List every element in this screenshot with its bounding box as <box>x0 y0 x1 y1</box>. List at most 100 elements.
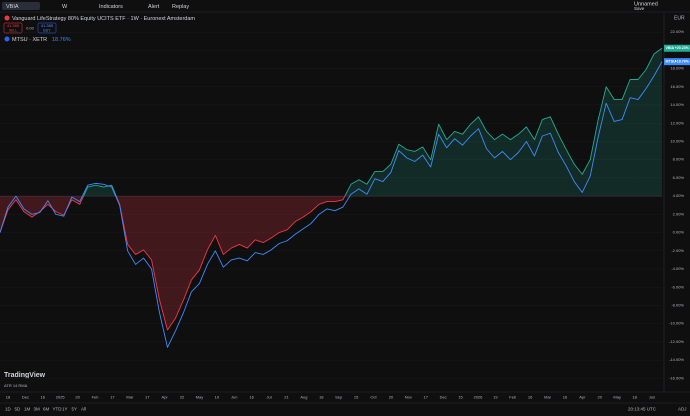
x-tick-label: 15 <box>354 395 359 400</box>
x-tick-label: 16 <box>249 395 254 400</box>
range-button[interactable]: 1Y <box>62 407 68 412</box>
x-tick-label: Jun <box>649 395 655 400</box>
y-tick-label: 12.00% <box>670 120 684 125</box>
x-tick-label: Mar <box>126 395 134 400</box>
range-button[interactable]: 3M <box>34 407 41 412</box>
y-tick-label: -16.00% <box>669 375 684 380</box>
price-tag-name: VBIA <box>666 46 675 50</box>
interval[interactable]: W <box>62 4 68 10</box>
x-tick-label: Apr <box>579 395 586 400</box>
symbol-logo <box>4 15 10 21</box>
alert-button[interactable]: Alert <box>148 4 160 10</box>
range-button[interactable]: 1D <box>5 407 12 412</box>
spread: 0.00 <box>26 25 35 30</box>
range-button[interactable]: 6M <box>43 407 50 412</box>
watermark: TradingView <box>4 372 46 379</box>
currency: EUR <box>674 15 685 21</box>
x-tick-label: 20 <box>598 395 603 400</box>
x-tick-label: May <box>196 395 204 400</box>
buy-price[interactable]: 41.385 <box>41 23 54 28</box>
x-tick-label: 19 <box>493 395 498 400</box>
x-tick-label: Feb <box>509 395 517 400</box>
indicator-name: ATR 14 RMA <box>4 383 28 388</box>
buy-label[interactable]: BUY <box>43 28 51 32</box>
y-tick-label: 2.00% <box>673 211 685 216</box>
x-tick-label: Mar <box>544 395 552 400</box>
y-tick-label: -14.00% <box>669 357 684 362</box>
x-tick-label: Jul <box>267 395 272 400</box>
symbol[interactable]: VBIA <box>6 4 19 10</box>
x-tick-label: 17 <box>110 395 115 400</box>
buy-box[interactable] <box>37 22 57 34</box>
price-tag <box>664 58 690 66</box>
y-tick-label: 0.00% <box>673 230 685 235</box>
price-tag-name: MTSU <box>666 60 677 64</box>
x-tick-label: Apr <box>162 395 169 400</box>
y-tick-label: -12.00% <box>669 339 684 344</box>
x-tick-label: Jun <box>231 395 237 400</box>
sell-price[interactable]: 41.385 <box>7 23 20 28</box>
y-tick-label: -6.00% <box>671 284 684 289</box>
x-tick-label: Oct <box>370 395 377 400</box>
y-tick-label: 22.00% <box>670 29 684 34</box>
x-tick-label: Nov <box>405 395 412 400</box>
x-tick-label: Dec <box>22 395 29 400</box>
x-tick-label: Feb <box>92 395 100 400</box>
legend-title: Vanguard LifeStrategy 80% Equity UCITS E… <box>12 16 195 22</box>
range-button[interactable]: All <box>81 407 86 412</box>
range-button[interactable]: 5Y <box>72 407 78 412</box>
series-line <box>0 61 663 348</box>
x-tick-label: 16 <box>563 395 568 400</box>
y-tick-label: -4.00% <box>671 266 684 271</box>
x-tick-label: 17 <box>145 395 150 400</box>
price-tag-value: +18.76% <box>675 60 690 64</box>
x-tick-label: 22 <box>180 395 185 400</box>
x-tick-label: 15 <box>458 395 463 400</box>
x-tick-label: 20 <box>75 395 80 400</box>
sell-box[interactable] <box>3 22 23 34</box>
y-tick-label: -2.00% <box>671 248 684 253</box>
x-tick-label: 19 <box>215 395 220 400</box>
x-tick-label: 2026 <box>473 395 483 400</box>
x-tick-label: 2025 <box>56 395 66 400</box>
range-button[interactable]: 1M <box>24 407 31 412</box>
series-line <box>0 47 663 331</box>
range-button[interactable]: YTD <box>53 407 63 412</box>
x-tick-label: May <box>613 395 621 400</box>
adjust-button[interactable]: ADJ <box>678 407 687 412</box>
y-tick-label: 6.00% <box>673 175 685 180</box>
symbol-box[interactable] <box>2 2 40 10</box>
y-tick-label: -10.00% <box>669 321 684 326</box>
compare-symbol: MTSU · XETR <box>12 37 47 43</box>
x-tick-label: Aug <box>300 395 307 400</box>
x-tick-label: 16 <box>41 395 46 400</box>
y-tick-label: 8.00% <box>673 157 685 162</box>
replay-button[interactable]: Replay <box>172 4 189 10</box>
baseline-area <box>0 48 662 331</box>
indicators-button[interactable]: Indicators <box>99 4 123 10</box>
x-tick-label: 18 <box>632 395 637 400</box>
y-tick-label: -8.00% <box>671 303 684 308</box>
y-tick-label: 10.00% <box>670 139 684 144</box>
x-tick-label: 18 <box>6 395 11 400</box>
x-tick-label: 17 <box>424 395 429 400</box>
x-tick-label: Sep <box>335 395 343 400</box>
x-tick-label: 21 <box>284 395 289 400</box>
clock: 20:13:45 UTC <box>628 407 657 412</box>
sell-label[interactable]: SELL <box>9 28 18 32</box>
y-tick-label: 16.00% <box>670 84 684 89</box>
compare-logo <box>4 36 10 42</box>
plot-area <box>0 31 663 379</box>
range-button[interactable]: 5D <box>15 407 22 412</box>
layout-name[interactable]: Unnamed <box>634 1 658 7</box>
compare-change: 18.76% <box>52 37 71 43</box>
y-tick-label: 4.00% <box>673 193 685 198</box>
x-tick-label: 20 <box>389 395 394 400</box>
x-tick-label: 16 <box>528 395 533 400</box>
y-tick-label: 18.00% <box>670 66 684 71</box>
price-tag <box>664 44 690 52</box>
save-button[interactable]: Save <box>634 6 645 11</box>
